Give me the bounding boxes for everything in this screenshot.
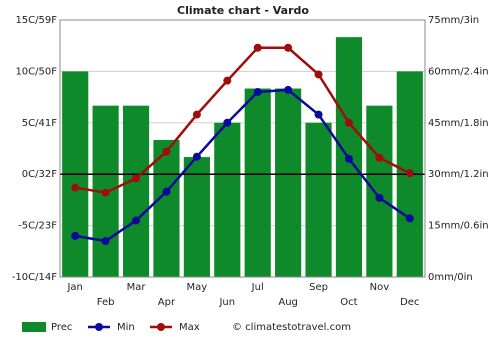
line xyxy=(75,46,411,195)
chart-title: Climate chart - Vardo xyxy=(177,4,309,17)
point xyxy=(253,43,262,52)
legend-label: Prec xyxy=(51,322,72,333)
y-tick-label: 0C/32F xyxy=(22,169,57,180)
point xyxy=(284,85,293,94)
point xyxy=(405,169,414,178)
y2-tick-label: 75mm/3in xyxy=(428,15,479,26)
plot-border xyxy=(59,19,426,278)
point xyxy=(101,237,110,246)
bar xyxy=(305,122,332,277)
x-tick-label: Jul xyxy=(251,282,264,293)
point xyxy=(192,152,201,161)
bar xyxy=(183,157,210,277)
point xyxy=(375,193,384,202)
legend-swatch xyxy=(157,323,165,331)
point xyxy=(162,187,171,196)
x-tick-label: Nov xyxy=(370,282,390,293)
legend-label: Min xyxy=(117,322,135,333)
bar xyxy=(214,122,241,277)
bar xyxy=(366,105,393,278)
legend-swatch xyxy=(95,323,103,331)
legend-label: Max xyxy=(179,322,200,333)
bar xyxy=(275,88,302,278)
x-tick-label: Sep xyxy=(309,282,328,293)
y2-tick-label: 0mm/0in xyxy=(428,272,473,283)
point xyxy=(71,183,80,192)
point xyxy=(344,154,353,163)
bar xyxy=(244,88,271,278)
y2-tick-label: 60mm/2.4in xyxy=(428,66,489,77)
point xyxy=(223,118,232,127)
legend-swatch xyxy=(22,322,46,332)
y-tick-label: 5C/41F xyxy=(22,118,57,129)
point xyxy=(162,147,171,156)
point xyxy=(314,110,323,119)
x-tick-label: May xyxy=(187,282,208,293)
point xyxy=(223,76,232,85)
y-tick-label: 15C/59F xyxy=(15,15,57,26)
point xyxy=(284,43,293,52)
x-tick-label: Apr xyxy=(158,297,176,308)
x-tick-label: Dec xyxy=(400,297,419,308)
x-tick-label: Aug xyxy=(278,297,298,308)
source: © climatestotravel.com xyxy=(232,322,351,333)
point xyxy=(101,188,110,197)
x-tick-label: Feb xyxy=(97,297,115,308)
x-tick-label: Oct xyxy=(340,297,357,308)
point xyxy=(375,153,384,162)
y2-tick-label: 30mm/1.2in xyxy=(428,169,489,180)
y2-tick-label: 15mm/0.6in xyxy=(428,221,489,232)
y-tick-label: 10C/50F xyxy=(15,66,57,77)
y2-tick-label: 45mm/1.8in xyxy=(428,118,489,129)
point xyxy=(405,214,414,223)
point xyxy=(253,87,262,96)
x-tick-label: Mar xyxy=(127,282,147,293)
point xyxy=(344,118,353,127)
point xyxy=(132,216,141,225)
point xyxy=(192,110,201,119)
point xyxy=(71,231,80,240)
point xyxy=(132,174,141,183)
y-tick-label: -5C/23F xyxy=(18,221,57,232)
point xyxy=(314,70,323,79)
bar xyxy=(122,105,150,278)
bar xyxy=(153,139,180,277)
x-tick-label: Jan xyxy=(66,282,82,293)
x-tick-label: Jun xyxy=(218,297,235,308)
y-tick-label: -10C/14F xyxy=(12,272,57,283)
line xyxy=(75,88,411,243)
